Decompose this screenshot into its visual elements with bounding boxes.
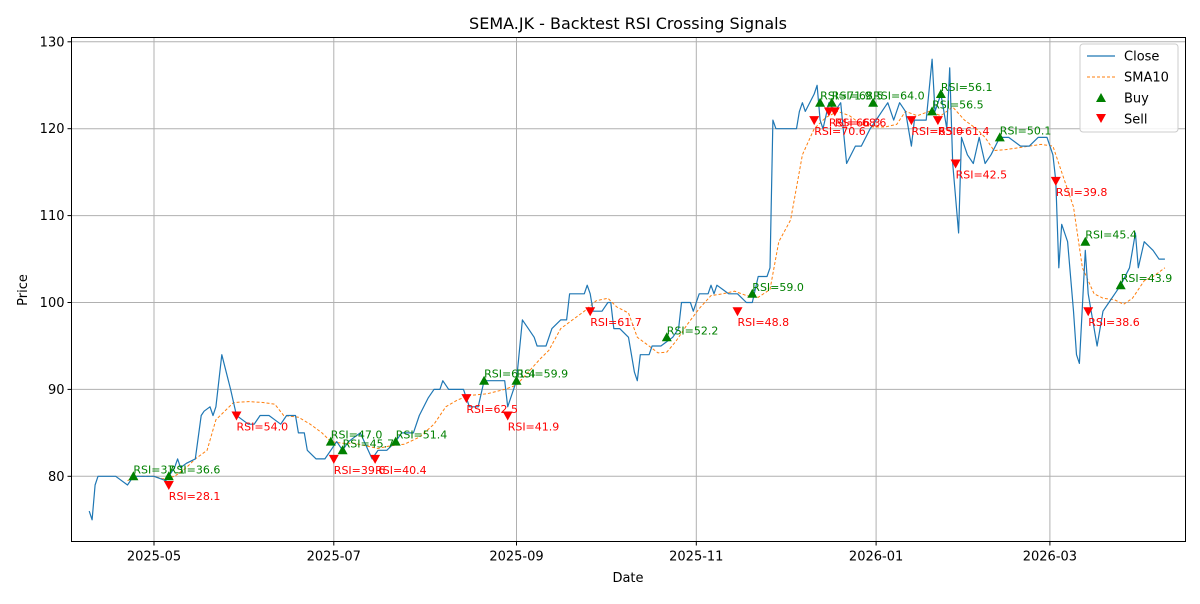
- buy-signal-marker: [390, 436, 401, 446]
- sell-signal-label: RSI=28.1: [169, 490, 221, 503]
- buy-signal-label: RSI=64.0: [873, 90, 925, 103]
- y-tick-label: 120: [40, 122, 65, 137]
- buy-signal-marker: [661, 332, 672, 342]
- buy-signal-label: RSI=56.5: [932, 98, 984, 111]
- buy-signal-label: RSI=68.5: [832, 90, 884, 103]
- buy-signal-marker: [1115, 280, 1126, 290]
- legend: Close SMA10 Buy Sell: [1079, 43, 1179, 133]
- sell-signal-marker: [328, 454, 339, 464]
- legend-sma-label: SMA10: [1124, 71, 1169, 86]
- x-tick-label: 2026-01: [849, 550, 903, 565]
- chart-title: SEMA.JK - Backtest RSI Crossing Signals: [469, 14, 787, 33]
- sell-signal-label: RSI=70.6: [814, 125, 866, 138]
- buy-signal-marker: [927, 106, 938, 116]
- sell-signal-label: RSI=65.0: [911, 125, 963, 138]
- buy-signal-label: RSI=52.2: [667, 324, 719, 337]
- buy-signal-marker: [994, 132, 1005, 142]
- y-tick-label: 100: [40, 296, 65, 311]
- sell-signal-label: RSI=61.4: [938, 125, 990, 138]
- sell-signal-marker: [950, 159, 961, 169]
- sell-signal-label: RSI=61.7: [590, 316, 642, 329]
- buy-signal-label: RSI=61.4: [484, 368, 536, 381]
- x-tick-label: 2025-05: [127, 550, 181, 565]
- sell-signal-label: RSI=54.0: [237, 421, 289, 434]
- sell-signal-marker: [1083, 307, 1094, 317]
- sell-signal-marker: [370, 454, 381, 464]
- axes: 2025-05 2025-07 2025-09 2025-11 2026-01 2026-…: [40, 35, 1077, 564]
- y-tick-label: 110: [40, 209, 65, 224]
- y-tick-label: 80: [48, 470, 65, 485]
- x-tick-label: 2026-03: [1023, 550, 1077, 565]
- sell-signal-marker: [829, 107, 840, 117]
- legend-sell-label: Sell: [1124, 113, 1147, 128]
- buy-signal-marker: [826, 97, 837, 107]
- x-tick-label: 2025-07: [307, 550, 361, 565]
- x-axis-label: Date: [612, 571, 643, 586]
- sell-signal-label: RSI=66.3: [829, 116, 881, 129]
- y-axis-label: Price: [16, 274, 31, 306]
- sell-signal-label: RSI=40.4: [375, 464, 427, 477]
- sell-signal-label: RSI=38.6: [1088, 316, 1140, 329]
- legend-buy-label: Buy: [1124, 92, 1149, 107]
- buy-signal-label: RSI=50.1: [1000, 124, 1052, 137]
- y-tick-label: 90: [48, 383, 65, 398]
- y-tick-label: 130: [40, 35, 65, 50]
- buy-signal-marker: [935, 89, 946, 98]
- sma10-line: [127, 106, 1166, 482]
- buy-signal-marker: [479, 375, 490, 385]
- buy-signal-label: RSI=36.6: [169, 463, 221, 476]
- plot-frame: [71, 37, 1186, 542]
- buy-signal-label: RSI=45.7: [343, 437, 395, 450]
- sell-signal-marker: [1050, 176, 1061, 186]
- legend-close-label: Close: [1124, 50, 1159, 65]
- buy-signal-marker: [815, 97, 826, 107]
- sell-signal-marker: [906, 116, 917, 126]
- buy-signal-marker: [337, 445, 348, 455]
- buy-signal-marker: [511, 375, 522, 385]
- close-price-line: [88, 58, 1165, 521]
- buy-signal-marker: [1080, 236, 1091, 246]
- buy-signal-label: RSI=56.1: [941, 81, 993, 94]
- grid-lines: [71, 37, 1186, 542]
- sell-signal-marker: [461, 394, 472, 404]
- buy-signal-label: RSI=37.1: [133, 463, 185, 476]
- legend-sell-icon: [1096, 114, 1106, 123]
- buy-signal-marker: [868, 97, 879, 107]
- buy-signal-marker: [163, 471, 174, 481]
- sell-signal-marker: [732, 307, 743, 317]
- buy-signal-label: RSI=59.9: [517, 368, 569, 381]
- buy-signal-marker: [128, 471, 139, 481]
- sell-signal-label: RSI=39.8: [1056, 186, 1108, 199]
- sell-signal-marker: [163, 481, 174, 490]
- buy-signal-label: RSI=45.4: [1085, 229, 1137, 242]
- buy-signal-label: RSI=47.0: [331, 429, 383, 442]
- buy-signal-marker: [325, 436, 336, 446]
- sell-signal-marker: [809, 116, 820, 126]
- sell-signal-label: RSI=42.5: [956, 169, 1008, 182]
- sell-signal-label: RSI=41.9: [508, 421, 560, 434]
- sell-signal-label: RSI=39.6: [334, 464, 386, 477]
- legend-buy-icon: [1096, 93, 1106, 102]
- series-lines: [88, 58, 1166, 521]
- legend-box: [1079, 43, 1179, 133]
- buy-signal-label: RSI=51.4: [396, 429, 448, 442]
- sell-signal-marker: [502, 411, 513, 421]
- buy-signal-label: RSI=71.9: [820, 90, 872, 103]
- buy-signal-marker: [747, 288, 758, 298]
- sell-signal-label: RSI=68.6: [835, 116, 887, 129]
- sell-signal-label: RSI=48.8: [738, 316, 790, 329]
- x-tick-label: 2025-11: [669, 550, 723, 565]
- buy-signal-label: RSI=59.0: [752, 281, 804, 294]
- sell-signal-marker: [585, 307, 596, 317]
- sell-signal-marker: [231, 411, 242, 421]
- sell-signal-marker: [932, 116, 943, 126]
- buy-signal-label: RSI=43.9: [1121, 272, 1173, 285]
- x-tick-label: 2025-09: [489, 550, 543, 565]
